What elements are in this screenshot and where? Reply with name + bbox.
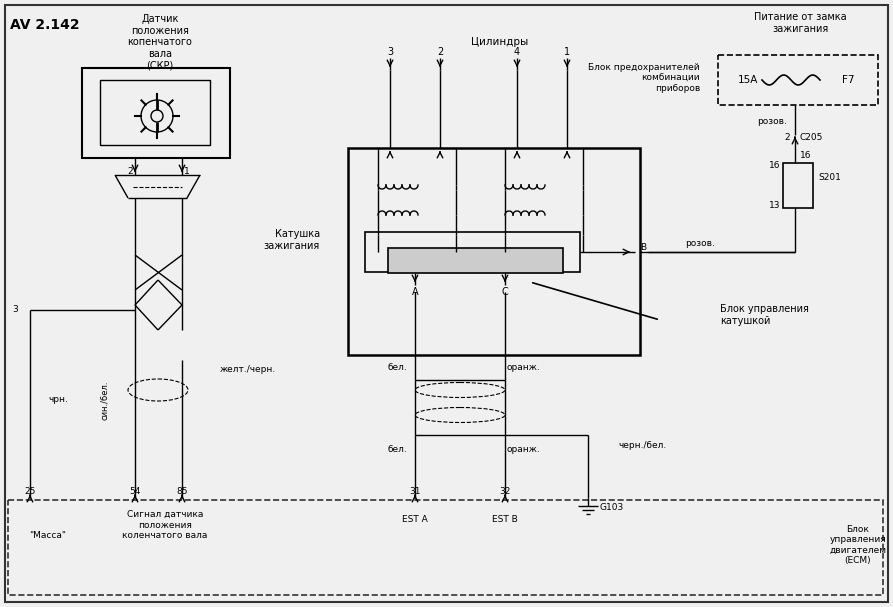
Text: S201: S201 (818, 174, 841, 183)
Text: Датчик
положения
копенчатого
вала
(СКР): Датчик положения копенчатого вала (СКР) (128, 14, 192, 70)
Text: оранж.: оранж. (506, 446, 540, 455)
Text: Питание от замка
зажигания: Питание от замка зажигания (754, 12, 847, 33)
Bar (82, 68, 230, 158)
Text: чрн.: чрн. (48, 396, 68, 404)
Text: 16: 16 (769, 160, 780, 169)
Text: 32: 32 (499, 487, 511, 497)
Text: 31: 31 (409, 487, 421, 497)
Text: 85: 85 (176, 487, 188, 497)
Text: 2: 2 (437, 47, 443, 57)
Text: 13: 13 (769, 202, 780, 211)
Text: AV 2.142: AV 2.142 (10, 18, 79, 32)
Text: EST B: EST B (492, 515, 518, 524)
Text: 25: 25 (24, 487, 36, 497)
Text: 1: 1 (184, 168, 189, 177)
Text: 2: 2 (784, 134, 790, 143)
Text: син./бел.: син./бел. (101, 380, 110, 420)
Text: желт./черн.: желт./черн. (220, 365, 276, 375)
Text: 15A: 15A (738, 75, 758, 85)
Text: 1: 1 (564, 47, 570, 57)
Bar (365, 232, 580, 272)
Text: оранж.: оранж. (506, 364, 540, 373)
Text: EST A: EST A (402, 515, 428, 524)
Text: 3: 3 (387, 47, 393, 57)
Bar (348, 148, 640, 355)
Text: 4: 4 (514, 47, 520, 57)
Text: B: B (640, 243, 647, 253)
Text: Сигнал датчика
положения
коленчатого вала: Сигнал датчика положения коленчатого вал… (122, 510, 208, 540)
Text: Блок
управления
двигателем
(ЕСМ): Блок управления двигателем (ЕСМ) (830, 525, 887, 565)
Text: C: C (502, 287, 508, 297)
Bar (388, 248, 563, 273)
Text: 3: 3 (13, 305, 18, 314)
Text: розов.: розов. (685, 240, 715, 248)
Text: розов.: розов. (757, 118, 787, 126)
Text: F7: F7 (842, 75, 855, 85)
Text: Блок управления
катушкой: Блок управления катушкой (720, 304, 809, 326)
Text: Блок предохранителей
комбинации
приборов: Блок предохранителей комбинации приборов (588, 63, 700, 93)
Text: Цилиндры: Цилиндры (472, 37, 529, 47)
Text: 2: 2 (128, 168, 133, 177)
Bar (783, 163, 813, 208)
Text: C205: C205 (799, 134, 822, 143)
Bar (8, 500, 883, 595)
Text: 16: 16 (800, 151, 812, 160)
Text: "Масса": "Масса" (29, 531, 66, 540)
Text: A: A (412, 287, 418, 297)
Text: Катушка
зажигания: Катушка зажигания (263, 229, 320, 251)
Text: бел.: бел. (388, 364, 407, 373)
Text: 54: 54 (129, 487, 141, 497)
Text: черн./бел.: черн./бел. (618, 441, 666, 450)
Bar (100, 80, 210, 145)
Text: бел.: бел. (388, 446, 407, 455)
Text: G103: G103 (600, 503, 624, 512)
Bar (718, 55, 878, 105)
